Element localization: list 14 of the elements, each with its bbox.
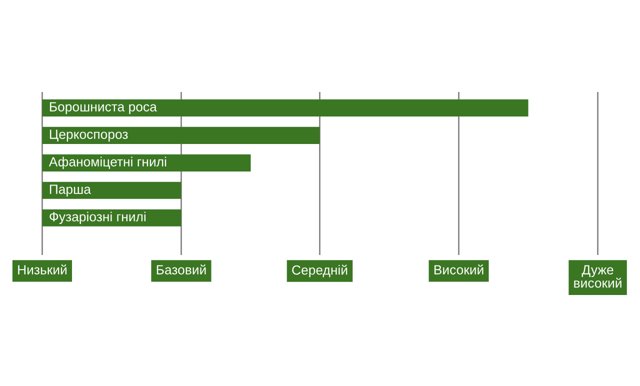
bar xyxy=(42,99,528,116)
bar xyxy=(42,126,320,144)
y-tick-label: Борошниста роса xyxy=(50,102,157,114)
ref-line-label: Базовий xyxy=(156,264,206,274)
bar xyxy=(42,182,182,199)
ref-line-label: Низький xyxy=(18,264,66,274)
ref-line-label: Дуже високий xyxy=(574,265,622,288)
y-tick-label: Фузаріозні гнилі xyxy=(50,212,146,224)
bar xyxy=(42,154,251,172)
y-tick-label: Церкоспороз xyxy=(50,130,128,142)
ref-line-label: Високий xyxy=(434,264,484,274)
ref-line-label: Середній xyxy=(292,264,348,278)
y-tick-label: Афаноміцетні гнилі xyxy=(48,156,166,170)
y-tick-label: Парша xyxy=(50,184,91,197)
